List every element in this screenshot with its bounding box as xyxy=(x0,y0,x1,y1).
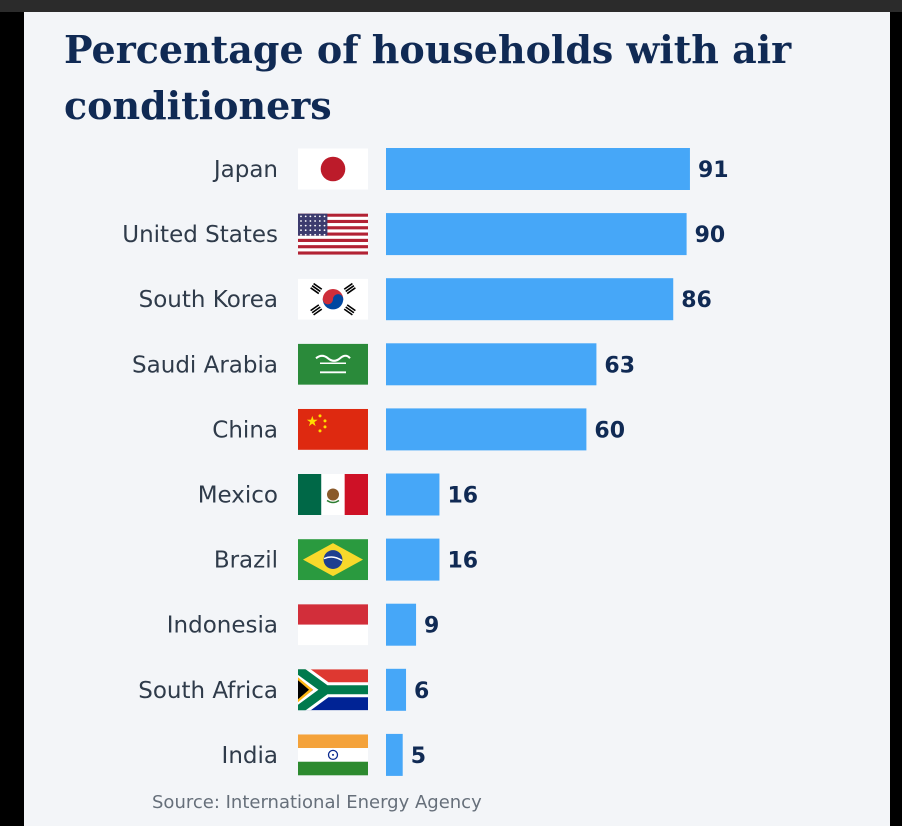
svg-text:★: ★ xyxy=(306,414,319,430)
source-note: Source: International Energy Agency xyxy=(152,792,482,813)
bar xyxy=(386,538,440,581)
bar-row: Brazil 16 xyxy=(214,538,478,581)
south-africa-flag-icon xyxy=(298,669,368,711)
bar-chart: Japan 91 United States 90 South Korea 86 Saudi… xyxy=(122,148,729,776)
bar xyxy=(386,343,597,386)
bar xyxy=(386,213,687,256)
bar-row: China ★ 60 xyxy=(212,408,625,451)
category-label: United States xyxy=(122,222,278,248)
bar-row: Saudi Arabia 63 xyxy=(132,343,635,386)
value-label: 5 xyxy=(411,744,426,769)
bar xyxy=(386,733,403,776)
value-label: 90 xyxy=(695,223,726,248)
value-label: 63 xyxy=(604,353,635,378)
indonesia-flag-icon xyxy=(298,604,368,646)
category-label: South Korea xyxy=(139,287,278,313)
value-label: 91 xyxy=(698,158,729,183)
bar-row: Mexico 16 xyxy=(198,473,478,516)
category-label: South Africa xyxy=(138,678,278,704)
bar xyxy=(386,278,674,321)
chart-title: Percentage of households with air condit… xyxy=(64,27,792,128)
category-label: Saudi Arabia xyxy=(132,352,278,378)
category-label: Mexico xyxy=(198,483,278,509)
value-label: 16 xyxy=(447,484,478,509)
bar xyxy=(386,148,690,190)
category-label: China xyxy=(212,417,278,443)
bar-row: United States 90 xyxy=(122,213,726,256)
brazil-flag-icon xyxy=(298,539,368,581)
chart-card: Percentage of households with air condit… xyxy=(24,12,890,826)
mexico-flag-icon xyxy=(298,474,368,515)
bar-row: Indonesia 9 xyxy=(167,603,439,646)
bar xyxy=(386,408,587,451)
india-flag-icon xyxy=(298,734,368,776)
value-label: 86 xyxy=(681,288,712,313)
bar-row: India 5 xyxy=(222,733,426,776)
value-label: 9 xyxy=(424,614,439,639)
category-label: Indonesia xyxy=(167,613,278,639)
bar-row: South Korea 86 xyxy=(139,278,712,321)
south-korea-flag-icon xyxy=(298,278,368,320)
bar-row: Japan 91 xyxy=(212,148,729,190)
value-label: 16 xyxy=(447,549,478,574)
saudi-arabia-flag-icon xyxy=(298,343,368,385)
category-label: India xyxy=(222,743,278,769)
bar xyxy=(386,473,440,516)
japan-flag-icon xyxy=(298,148,368,190)
bar xyxy=(386,603,417,646)
top-bar xyxy=(0,0,902,12)
china-flag-icon: ★ xyxy=(298,408,368,450)
bar xyxy=(386,668,407,711)
value-label: 60 xyxy=(594,418,625,443)
category-label: Japan xyxy=(212,157,278,183)
bar-row: South Africa 6 xyxy=(138,668,429,711)
value-label: 6 xyxy=(414,679,429,704)
usa-flag-icon xyxy=(298,213,368,255)
category-label: Brazil xyxy=(214,548,278,574)
